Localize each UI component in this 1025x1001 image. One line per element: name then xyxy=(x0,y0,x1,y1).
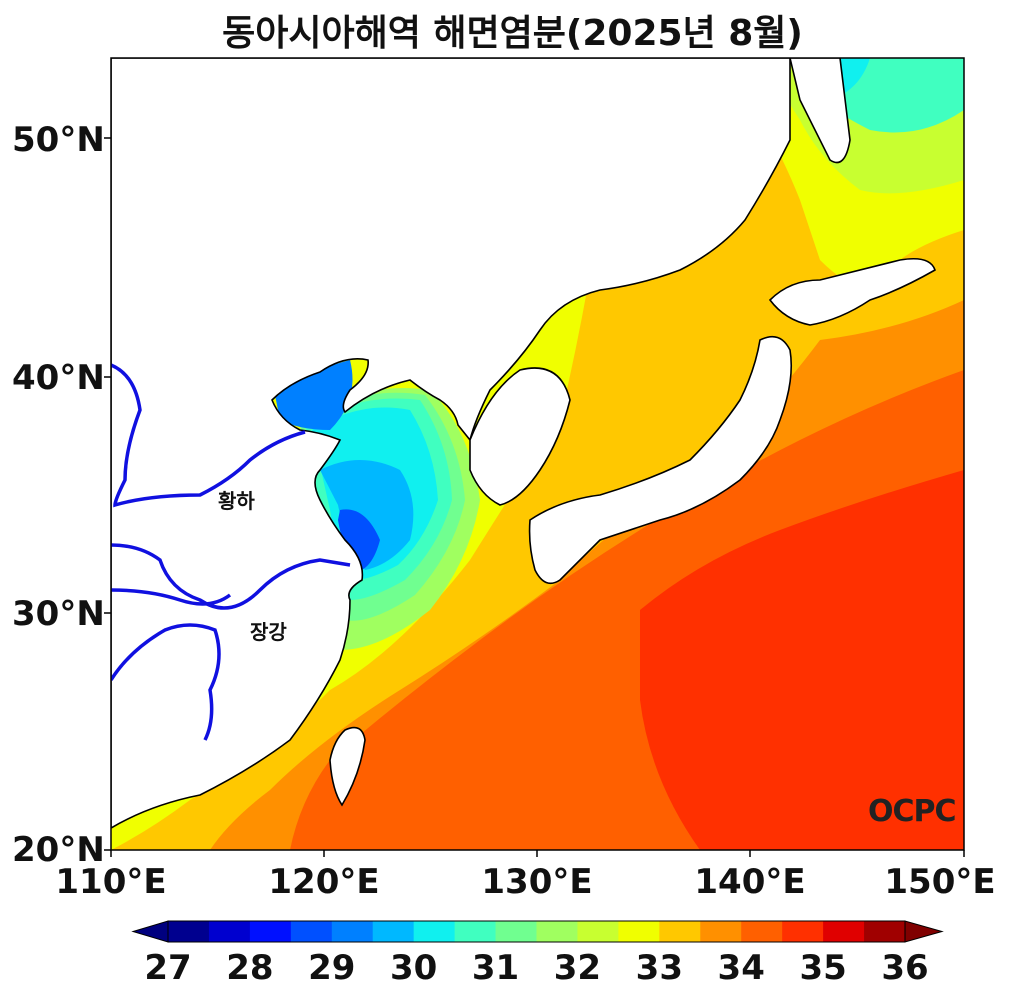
colorbar-over-arrow xyxy=(904,920,944,943)
y-tick-30n: 30°N xyxy=(12,594,105,634)
salinity-band-30 xyxy=(320,460,414,570)
salinity-band-35 xyxy=(640,470,964,850)
map-title: 동아시아해역 해면염분(2025년 8월) xyxy=(222,13,803,54)
colorbar-segment xyxy=(249,921,292,942)
colorbar-segment xyxy=(372,921,415,942)
colorbar-tick-label: 32 xyxy=(553,948,602,988)
x-tick-120e: 120°E xyxy=(268,862,380,902)
colorbar-segment xyxy=(413,921,456,942)
yellow-river xyxy=(111,363,306,508)
colorbar-tick-label: 33 xyxy=(635,948,683,988)
colorbar-segment xyxy=(454,921,497,942)
korean-peninsula xyxy=(469,367,571,506)
colorbar-segment xyxy=(168,921,210,942)
colorbar-segment xyxy=(618,921,660,942)
ocpc-logo: OCPC xyxy=(868,794,957,829)
label-yellow-river: 황하 xyxy=(218,489,255,513)
colorbar-segment xyxy=(659,921,701,942)
colorbar-segment xyxy=(577,921,619,942)
river-south xyxy=(111,623,221,741)
rivers xyxy=(111,363,351,741)
label-yangtze: 장강 xyxy=(250,620,287,644)
japan-hokkaido xyxy=(768,257,936,326)
colorbar-tick-label: 28 xyxy=(226,948,274,988)
colorbar-segment xyxy=(290,921,333,942)
colorbar-tick-label: 34 xyxy=(717,948,765,988)
colorbar-segment xyxy=(495,921,537,942)
colorbar-segment xyxy=(864,921,906,942)
colorbar-under-arrow xyxy=(131,920,169,943)
colorbar-tick-label: 31 xyxy=(471,948,520,988)
colorbar-tick-label: 27 xyxy=(144,948,192,988)
colorbar-segment xyxy=(782,921,824,942)
japan-honshu xyxy=(528,335,793,585)
sakhalin xyxy=(789,58,851,164)
colorbar xyxy=(131,920,944,943)
land xyxy=(111,58,936,829)
colorbar-segment xyxy=(331,921,374,942)
salinity-band-29-bohai xyxy=(275,360,353,430)
colorbar-tick-label: 35 xyxy=(799,948,847,988)
colorbar-segment xyxy=(741,921,783,942)
x-tick-110e: 110°E xyxy=(55,862,167,902)
y-tick-50n: 50°N xyxy=(12,120,105,160)
y-tick-40n: 40°N xyxy=(12,358,105,398)
colorbar-segment xyxy=(700,921,742,942)
taiwan xyxy=(329,726,366,807)
tick-marks xyxy=(104,137,965,857)
colorbar-tick-label: 36 xyxy=(881,948,929,988)
x-tick-140e: 140°E xyxy=(694,862,806,902)
colorbar-tick-label: 30 xyxy=(389,948,438,988)
x-tick-130e: 130°E xyxy=(481,862,593,902)
y-tick-20n: 20°N xyxy=(12,830,105,870)
x-tick-150e: 150°E xyxy=(884,862,996,902)
china-korea-mainland xyxy=(111,58,791,829)
yangtze-river xyxy=(111,543,351,610)
colorbar-segment xyxy=(823,921,865,942)
colorbar-segment xyxy=(536,921,578,942)
colorbar-tick-label: 29 xyxy=(308,948,356,988)
river-branch xyxy=(111,588,232,606)
colorbar-frame xyxy=(167,920,906,943)
colorbar-segment xyxy=(208,921,251,942)
